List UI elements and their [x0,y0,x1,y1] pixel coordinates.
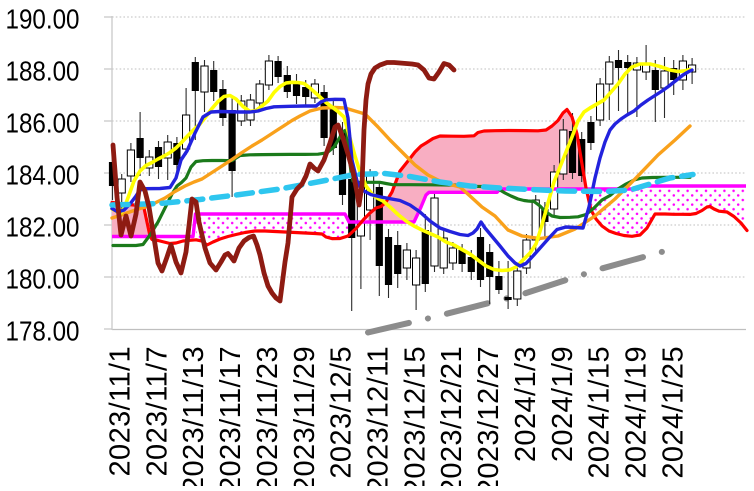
svg-text:178.00: 178.00 [6,315,80,346]
svg-text:186.00: 186.00 [6,107,80,138]
svg-text:2023/11/1: 2023/11/1 [104,346,136,476]
svg-text:2023/11/23: 2023/11/23 [252,346,284,486]
svg-text:2023/11/17: 2023/11/17 [215,346,247,486]
svg-text:190.00: 190.00 [6,3,80,34]
svg-text:2024/1/3: 2024/1/3 [510,346,542,462]
svg-text:182.00: 182.00 [6,211,80,242]
svg-text:180.00: 180.00 [6,263,80,294]
svg-text:2023/11/29: 2023/11/29 [289,346,321,486]
svg-text:2023/12/21: 2023/12/21 [436,346,468,486]
svg-text:2023/12/11: 2023/12/11 [363,346,395,486]
svg-text:2023/12/5: 2023/12/5 [326,346,358,479]
svg-text:2023/11/13: 2023/11/13 [178,346,210,486]
svg-text:188.00: 188.00 [6,55,80,86]
svg-text:2023/12/27: 2023/12/27 [473,346,505,486]
svg-text:2024/1/9: 2024/1/9 [547,346,579,462]
svg-text:184.00: 184.00 [6,159,80,190]
svg-text:2024/1/19: 2024/1/19 [621,346,653,479]
svg-text:2023/12/15: 2023/12/15 [399,346,431,486]
svg-text:2024/1/25: 2024/1/25 [657,346,689,479]
svg-text:2023/11/7: 2023/11/7 [141,346,173,476]
svg-text:2024/1/15: 2024/1/15 [584,346,616,479]
